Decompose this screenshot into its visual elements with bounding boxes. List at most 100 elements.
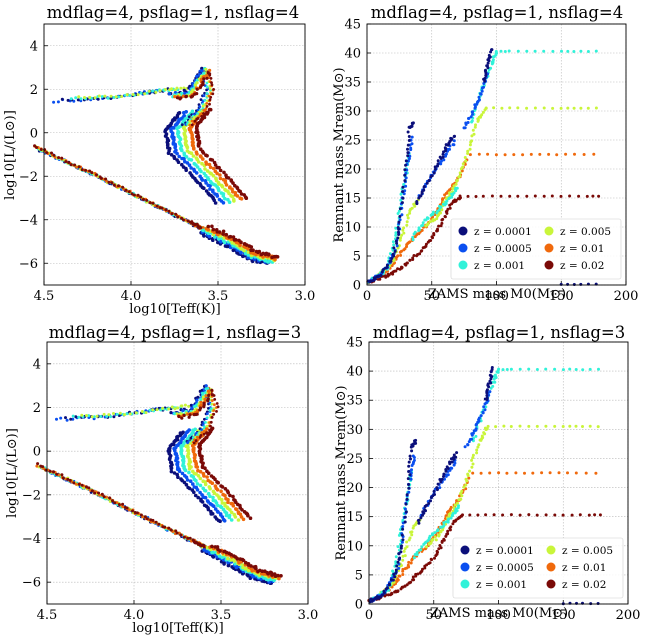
data-point-z005 [114,95,118,99]
data-point-z01 [531,471,535,475]
data-point-z02 [154,520,158,524]
data-point-z02 [201,461,205,466]
data-point-z0001 [401,185,405,189]
data-point-z005 [167,407,171,411]
data-point-z001 [535,368,539,371]
data-point-z02 [484,513,488,517]
data-point-z0001 [407,460,411,464]
data-point-z0005 [184,430,189,435]
data-point-z005 [533,106,537,110]
data-point-z02 [239,240,243,244]
data-point-z001 [533,49,537,53]
data-point-z001 [204,421,207,424]
data-point-z005 [164,88,168,91]
data-point-z0005 [452,143,456,147]
data-point-z0005 [410,468,413,472]
data-point-z0001 [206,507,211,512]
data-point-z001 [493,380,497,384]
data-point-z0001 [396,226,400,229]
data-point-z0001 [394,568,398,572]
data-point-z01 [574,471,578,475]
data-point-z005 [466,472,470,476]
x-tick-label: 100 [484,289,509,304]
y-axis-label: log10[L/(L⊙)] [5,428,20,518]
data-point-z0001 [374,597,378,601]
data-point-z0001 [484,73,488,77]
data-point-z0001 [188,84,192,88]
data-point-z0001 [490,366,494,369]
data-point-z0005 [187,163,192,167]
data-point-z005 [134,411,138,415]
data-point-z001 [474,434,478,438]
data-point-z005 [468,147,472,151]
data-point-z01 [449,505,453,509]
y-tick-label: 25 [346,452,363,467]
data-point-z0005 [222,519,227,523]
data-point-z005 [161,406,165,410]
data-point-z0005 [448,147,451,151]
data-point-z005 [470,134,474,138]
data-point-z0005 [482,85,485,89]
data-point-z01 [191,137,195,141]
data-point-z01 [594,471,598,475]
data-point-z02 [131,509,134,513]
data-point-z0005 [462,126,466,130]
panel-title: mdflag=4, psflag=1, nsflag=4 [47,3,300,22]
data-point-z005 [594,106,598,110]
data-point-z0001 [453,134,456,138]
data-point-z005 [410,530,414,534]
data-point-z02 [218,168,223,173]
data-point-z02 [409,580,413,584]
data-point-z0005 [200,69,204,73]
data-point-z01 [521,153,525,157]
data-point-z005 [191,88,195,92]
data-point-z001 [198,483,203,488]
data-point-z005 [203,482,208,487]
data-point-z02 [408,258,412,262]
data-point-z005 [482,431,486,435]
data-point-z0005 [452,139,456,143]
data-point-z02 [213,163,218,167]
data-point-z02 [151,518,155,522]
data-point-z01 [408,240,412,244]
data-point-z0005 [464,121,468,125]
data-point-z0001 [433,493,436,496]
data-point-z02 [275,254,280,259]
data-point-z02 [553,513,557,517]
data-point-z0005 [180,471,185,476]
y-tick-label: 4 [30,39,38,54]
data-point-z0001 [246,573,250,578]
data-point-z02 [458,194,462,198]
data-point-z005 [228,508,232,512]
data-point-z001 [201,228,205,233]
data-point-z005 [500,106,504,110]
data-point-z005 [208,486,212,491]
data-point-z0005 [407,157,411,161]
data-point-z0005 [56,100,60,104]
data-point-z02 [231,235,236,239]
data-point-z001 [206,387,210,391]
data-point-z01 [75,165,79,169]
data-point-z02 [432,232,436,235]
data-point-z001 [394,233,398,237]
data-point-z0005 [175,151,179,156]
data-point-z0005 [194,171,199,175]
data-point-z0001 [192,490,196,495]
data-point-z0001 [385,586,389,590]
y-tick-label: 2 [33,401,41,416]
data-point-z0001 [382,589,386,593]
data-point-z005 [458,171,462,175]
data-point-z0001 [96,97,100,101]
data-point-z005 [88,95,92,99]
data-point-z0001 [390,257,394,260]
data-point-z0005 [477,98,481,102]
data-point-z0001 [400,544,403,548]
data-point-z001 [447,197,451,201]
data-point-z0001 [393,575,397,579]
data-point-z01 [239,515,244,519]
data-point-z005 [471,462,475,466]
data-point-z02 [100,492,104,496]
data-point-z0005 [404,184,408,188]
data-point-z02 [205,105,209,108]
data-point-z0001 [222,562,226,566]
